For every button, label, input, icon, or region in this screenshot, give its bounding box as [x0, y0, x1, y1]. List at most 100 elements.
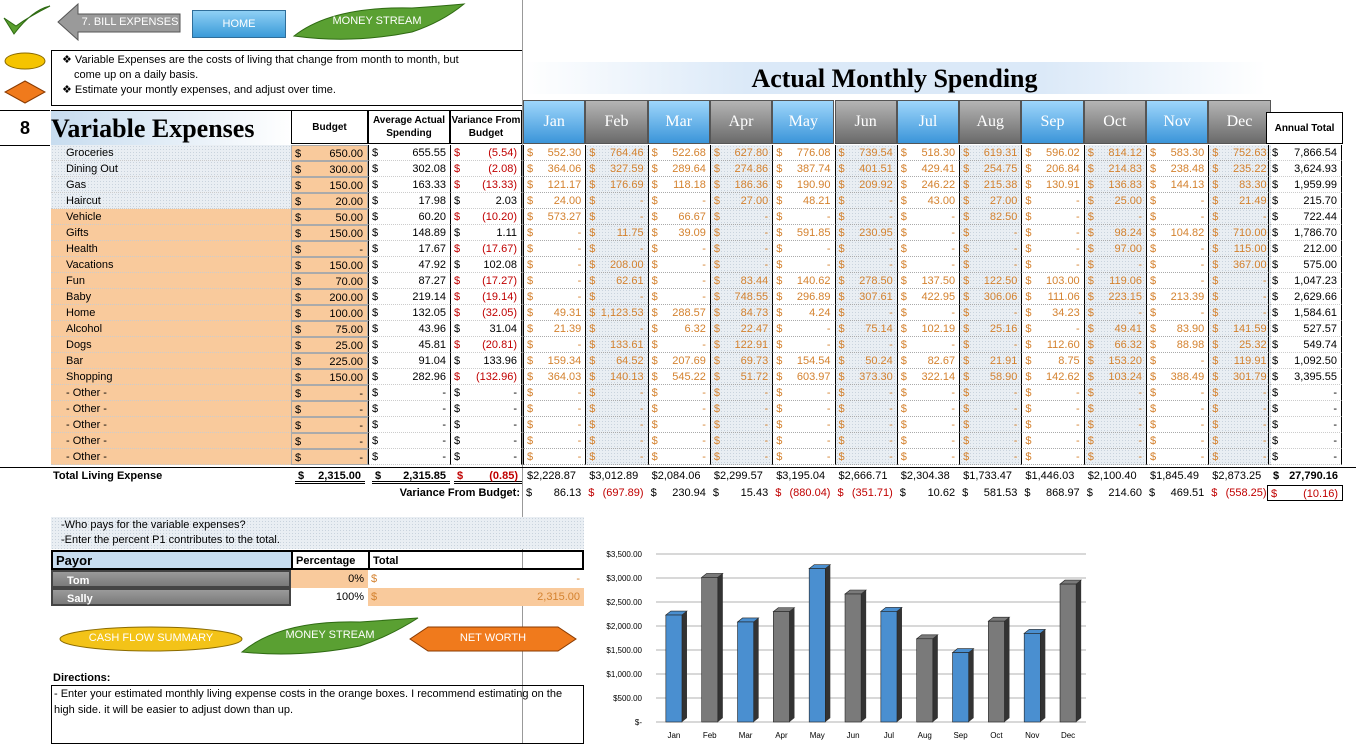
month-value-aug[interactable]: $306.06 [959, 289, 1022, 305]
month-value-sep[interactable]: $142.62 [1021, 369, 1084, 385]
month-value-apr[interactable]: $27.00 [709, 193, 773, 209]
month-value-mar[interactable]: $ - [647, 449, 710, 465]
month-value-jul[interactable]: $518.30 [896, 145, 960, 161]
month-value-oct[interactable]: $66.32 [1083, 337, 1146, 353]
budget-input[interactable]: $ - [291, 417, 368, 433]
budget-input[interactable]: $75.00 [291, 321, 368, 337]
month-value-apr[interactable]: $748.55 [709, 289, 773, 305]
month-value-sep[interactable]: $34.23 [1021, 305, 1084, 321]
month-value-jul[interactable]: $ - [896, 337, 960, 353]
month-value-jul[interactable]: $322.14 [896, 369, 960, 385]
month-value-jun[interactable]: $307.61 [834, 289, 897, 305]
month-value-jun[interactable]: $ - [834, 193, 897, 209]
month-value-jan[interactable]: $364.06 [523, 161, 586, 177]
month-value-feb[interactable]: $64.52 [585, 353, 648, 369]
month-value-jun[interactable]: $ - [834, 241, 897, 257]
month-value-nov[interactable]: $388.49 [1146, 369, 1209, 385]
month-value-oct[interactable]: $119.06 [1083, 273, 1146, 289]
month-value-may[interactable]: $140.62 [772, 273, 835, 289]
month-value-aug[interactable]: $ - [959, 337, 1022, 353]
budget-input[interactable]: $150.00 [291, 177, 368, 193]
budget-input[interactable]: $150.00 [291, 369, 368, 385]
budget-input[interactable]: $50.00 [291, 209, 368, 225]
month-value-jun[interactable]: $401.51 [834, 161, 897, 177]
month-value-sep[interactable]: $ - [1021, 193, 1084, 209]
month-value-sep[interactable]: $130.91 [1021, 177, 1084, 193]
month-value-jun[interactable]: $739.54 [834, 145, 897, 161]
budget-input[interactable]: $225.00 [291, 353, 368, 369]
month-value-sep[interactable]: $ - [1021, 433, 1084, 449]
month-value-may[interactable]: $48.21 [772, 193, 835, 209]
month-value-apr[interactable]: $122.91 [709, 337, 773, 353]
month-value-nov[interactable]: $ - [1146, 209, 1209, 225]
month-value-jun[interactable]: $ - [834, 305, 897, 321]
month-value-may[interactable]: $ - [772, 385, 835, 401]
month-value-dec[interactable]: $ - [1208, 449, 1271, 465]
month-value-feb[interactable]: $ - [585, 449, 648, 465]
month-value-jan[interactable]: $49.31 [523, 305, 586, 321]
month-value-dec[interactable]: $25.32 [1208, 337, 1271, 353]
month-value-aug[interactable]: $27.00 [959, 193, 1022, 209]
month-value-nov[interactable]: $83.90 [1146, 321, 1209, 337]
month-value-feb[interactable]: $ - [585, 209, 648, 225]
month-value-dec[interactable]: $ - [1208, 401, 1271, 417]
month-value-dec[interactable]: $115.00 [1208, 241, 1271, 257]
month-value-jul[interactable]: $ - [896, 433, 960, 449]
month-value-nov[interactable]: $ - [1146, 385, 1209, 401]
month-value-nov[interactable]: $ - [1146, 305, 1209, 321]
budget-input[interactable]: $300.00 [291, 161, 368, 177]
month-value-aug[interactable]: $ - [959, 401, 1022, 417]
month-value-mar[interactable]: $ - [647, 193, 710, 209]
month-value-jan[interactable]: $ - [523, 449, 586, 465]
month-value-nov[interactable]: $ - [1146, 449, 1209, 465]
back-bill-expenses-button[interactable]: 7. BILL EXPENSES [56, 2, 182, 42]
month-value-aug[interactable]: $215.38 [959, 177, 1022, 193]
month-value-apr[interactable]: $84.73 [709, 305, 773, 321]
month-value-aug[interactable]: $254.75 [959, 161, 1022, 177]
month-value-dec[interactable]: $ - [1208, 273, 1271, 289]
month-value-feb[interactable]: $62.61 [585, 273, 648, 289]
net-worth-button[interactable]: NET WORTH [408, 626, 578, 652]
month-value-apr[interactable]: $ - [709, 209, 773, 225]
month-value-jan[interactable]: $364.03 [523, 369, 586, 385]
month-value-mar[interactable]: $ - [647, 273, 710, 289]
month-value-may[interactable]: $4.24 [772, 305, 835, 321]
month-value-apr[interactable]: $ - [709, 225, 773, 241]
month-value-aug[interactable]: $82.50 [959, 209, 1022, 225]
month-value-mar[interactable]: $ - [647, 289, 710, 305]
month-value-sep[interactable]: $103.00 [1021, 273, 1084, 289]
month-value-mar[interactable]: $ - [647, 417, 710, 433]
month-value-nov[interactable]: $ - [1146, 193, 1209, 209]
month-value-apr[interactable]: $ - [709, 401, 773, 417]
month-value-oct[interactable]: $ - [1083, 257, 1146, 273]
home-button[interactable]: HOME [192, 10, 286, 38]
budget-input[interactable]: $150.00 [291, 225, 368, 241]
month-value-may[interactable]: $190.90 [772, 177, 835, 193]
month-value-may[interactable]: $776.08 [772, 145, 835, 161]
month-value-jun[interactable]: $ - [834, 257, 897, 273]
month-value-apr[interactable]: $ - [709, 433, 773, 449]
month-value-oct[interactable]: $814.12 [1083, 145, 1146, 161]
month-value-mar[interactable]: $66.67 [647, 209, 710, 225]
month-value-sep[interactable]: $ - [1021, 257, 1084, 273]
month-value-sep[interactable]: $596.02 [1021, 145, 1084, 161]
month-value-jan[interactable]: $ - [523, 289, 586, 305]
month-value-aug[interactable]: $ - [959, 305, 1022, 321]
month-value-oct[interactable]: $214.83 [1083, 161, 1146, 177]
month-value-nov[interactable]: $ - [1146, 417, 1209, 433]
month-value-feb[interactable]: $327.59 [585, 161, 648, 177]
month-value-jan[interactable]: $121.17 [523, 177, 586, 193]
month-value-sep[interactable]: $ - [1021, 449, 1084, 465]
month-value-jan[interactable]: $21.39 [523, 321, 586, 337]
budget-input[interactable]: $ - [291, 449, 368, 465]
month-value-jul[interactable]: $246.22 [896, 177, 960, 193]
month-value-nov[interactable]: $583.30 [1146, 145, 1209, 161]
month-value-may[interactable]: $603.97 [772, 369, 835, 385]
month-value-feb[interactable]: $11.75 [585, 225, 648, 241]
month-value-nov[interactable]: $ - [1146, 353, 1209, 369]
money-stream-nav-button[interactable]: MONEY STREAM [292, 2, 466, 42]
month-value-mar[interactable]: $ - [647, 337, 710, 353]
month-value-jul[interactable]: $137.50 [896, 273, 960, 289]
budget-input[interactable]: $ - [291, 241, 368, 257]
month-value-sep[interactable]: $111.06 [1021, 289, 1084, 305]
